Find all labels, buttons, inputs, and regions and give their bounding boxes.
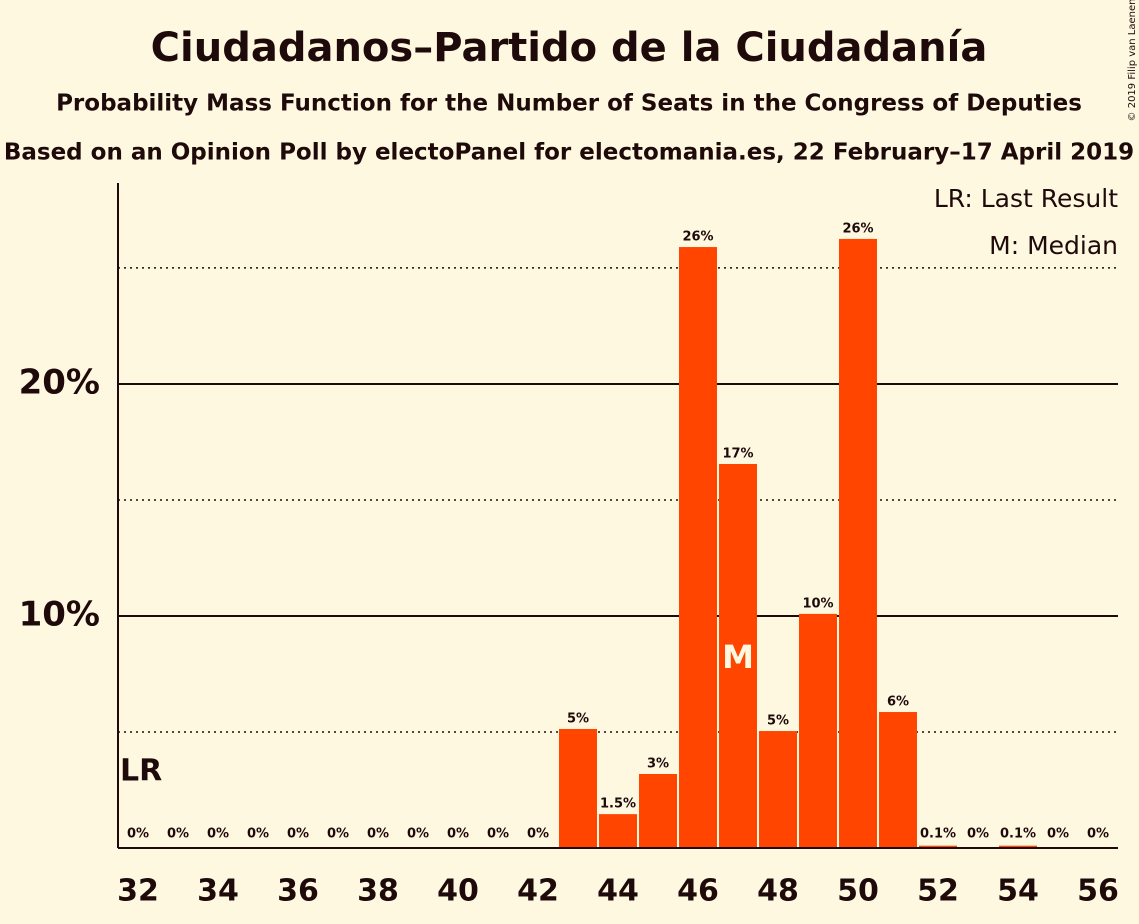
- value-label: 0%: [407, 827, 429, 842]
- value-label: 17%: [722, 446, 753, 461]
- value-label: 0%: [1047, 827, 1069, 842]
- value-label: 0%: [1087, 827, 1109, 842]
- value-label: 0%: [487, 827, 509, 842]
- y-tick-label: 20%: [19, 362, 100, 402]
- value-label: 0%: [327, 827, 349, 842]
- x-tick-label: 56: [1077, 874, 1119, 909]
- value-label: 6%: [887, 695, 909, 710]
- value-label: 0.1%: [920, 827, 956, 842]
- x-tick-label: 50: [837, 874, 879, 909]
- x-tick-label: 54: [997, 874, 1039, 909]
- legend-entry: M: Median: [989, 231, 1118, 260]
- value-label: 0%: [447, 827, 469, 842]
- value-label: 0%: [367, 827, 389, 842]
- x-tick-label: 44: [597, 874, 639, 909]
- legend-entry: LR: Last Result: [934, 184, 1118, 213]
- bar: [759, 731, 797, 848]
- value-label: 0%: [287, 827, 309, 842]
- value-label: 5%: [767, 714, 789, 729]
- value-label: 0%: [527, 827, 549, 842]
- bar: [719, 463, 757, 848]
- y-tick-label: 10%: [19, 594, 100, 634]
- chart-title: Ciudadanos–Partido de la Ciudadanía: [151, 25, 988, 71]
- x-tick-label: 46: [677, 874, 719, 909]
- value-label: 0%: [167, 827, 189, 842]
- bar: [599, 814, 637, 848]
- bar: [839, 238, 877, 848]
- value-label: 0%: [127, 827, 149, 842]
- value-label: 26%: [842, 221, 873, 236]
- median-marker: M: [722, 638, 754, 676]
- x-tick-label: 40: [437, 874, 479, 909]
- value-label: 0%: [207, 827, 229, 842]
- chart-source: Based on an Opinion Poll by electoPanel …: [4, 140, 1134, 166]
- x-tick-label: 52: [917, 874, 959, 909]
- value-label: 5%: [567, 711, 589, 726]
- x-tick-label: 36: [277, 874, 319, 909]
- last-result-marker: LR: [120, 754, 162, 789]
- bar: [679, 247, 717, 849]
- x-tick-label: 38: [357, 874, 399, 909]
- x-tick-label: 48: [757, 874, 799, 909]
- bar: [559, 728, 597, 848]
- value-label: 0.1%: [1000, 827, 1036, 842]
- value-label: 26%: [682, 230, 713, 245]
- value-label: 1.5%: [600, 797, 636, 812]
- value-label: 0%: [967, 827, 989, 842]
- bar: [879, 712, 917, 848]
- bar: [639, 773, 677, 848]
- chart-subtitle: Probability Mass Function for the Number…: [56, 91, 1082, 117]
- bar: [999, 845, 1037, 848]
- value-label: 3%: [647, 756, 669, 771]
- x-tick-label: 32: [117, 874, 159, 909]
- copyright: © 2019 Filip van Laenen: [1127, 0, 1138, 121]
- value-label: 0%: [247, 827, 269, 842]
- bar: [799, 613, 837, 848]
- bar: [919, 845, 957, 848]
- value-label: 10%: [802, 596, 833, 611]
- x-tick-label: 42: [517, 874, 559, 909]
- x-tick-label: 34: [197, 874, 239, 909]
